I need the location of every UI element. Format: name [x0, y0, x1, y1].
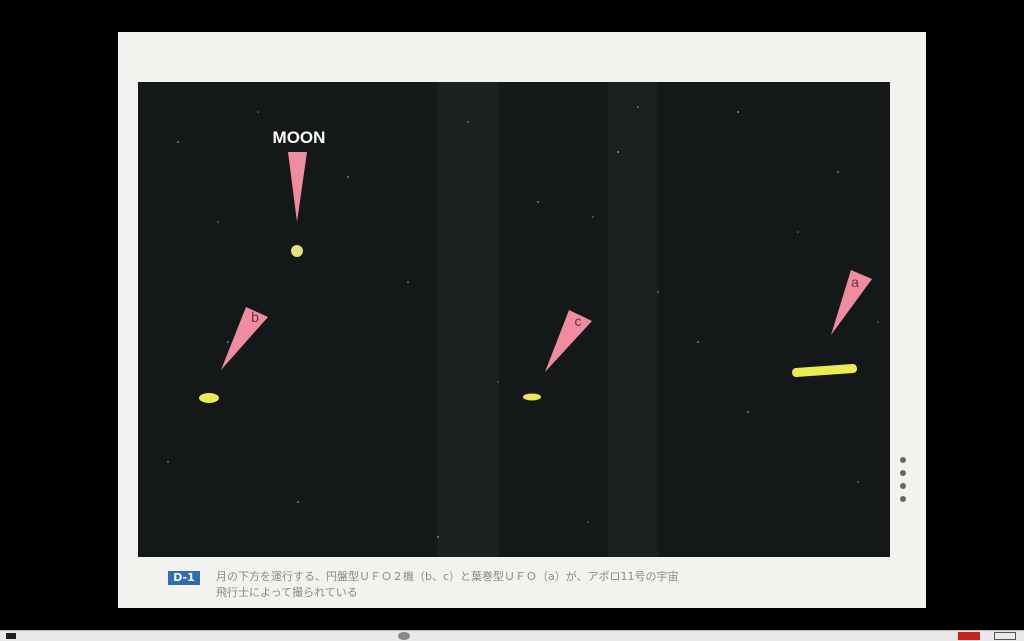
- ufo-a: [792, 363, 857, 377]
- pointer-c-label: c: [575, 313, 582, 329]
- seek-handle[interactable]: [398, 632, 410, 640]
- player-control-bar: [0, 630, 1024, 641]
- moon-pointer: [288, 152, 307, 222]
- page-edge-marks: [898, 457, 908, 537]
- caption: 月の下方を運行する、円盤型ＵＦＯ２機（b、c）と葉巻型ＵＦＯ（a）が、アポロ11…: [216, 569, 906, 601]
- pointer-b: b: [221, 307, 268, 370]
- pointer-a-label: a: [851, 274, 859, 290]
- photo-scene: MOON b c a: [167, 82, 879, 557]
- youtube-logo-icon[interactable]: [958, 632, 980, 640]
- pointer-a: a: [831, 270, 872, 335]
- pointer-c: c: [545, 310, 592, 372]
- pointer-b-label: b: [251, 309, 259, 325]
- stars: [167, 106, 879, 538]
- pause-icon[interactable]: [6, 633, 16, 639]
- ufo-b: [199, 393, 219, 403]
- caption-line-2: 飛行士によって撮られている: [216, 586, 358, 599]
- space-photo: MOON b c a: [138, 82, 890, 557]
- moon: [291, 245, 303, 257]
- caption-line-1: 月の下方を運行する、円盤型ＵＦＯ２機（b、c）と葉巻型ＵＦＯ（a）が、アポロ11…: [216, 570, 679, 583]
- fullscreen-icon[interactable]: [994, 632, 1016, 640]
- caption-badge: D-1: [168, 571, 200, 585]
- moon-label: MOON: [273, 128, 326, 147]
- printed-page: MOON b c a D-1 月の下: [118, 32, 926, 608]
- ufo-c: [523, 393, 541, 401]
